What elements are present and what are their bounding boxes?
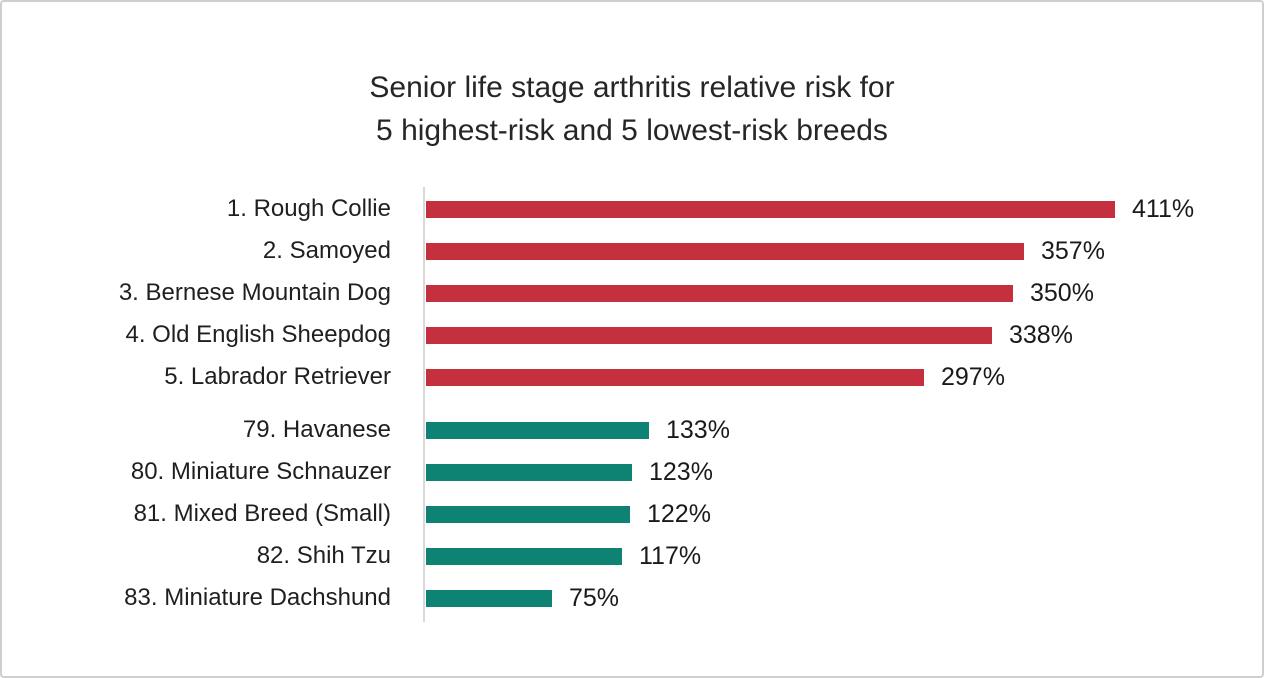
chart-title-line-2: 5 highest-risk and 5 lowest-risk breeds	[376, 114, 888, 147]
bar-area: 123%	[423, 458, 1262, 487]
bar-area: 133%	[423, 416, 1262, 445]
bar-area: 338%	[423, 321, 1262, 350]
value-label: 117%	[639, 541, 702, 570]
value-label: 75%	[569, 583, 620, 612]
bar-group-0: 1. Rough Collie 411% 2. Samoyed 357% 3. Bern…	[2, 188, 1262, 398]
category-label: 82. Shih Tzu	[256, 542, 391, 569]
bar	[426, 589, 552, 607]
bar-row: 79. Havanese 133%	[2, 409, 1262, 451]
category-label: 83. Miniature Dachshund	[124, 584, 391, 611]
category-label: 2. Samoyed	[262, 237, 391, 264]
bar-group-1: 79. Havanese 133% 80. Miniature Schnauzer 1…	[2, 409, 1262, 619]
bar-area: 117%	[423, 542, 1262, 571]
bar	[426, 368, 924, 386]
bar	[426, 284, 1013, 302]
bar-row: 5. Labrador Retriever 297%	[2, 356, 1262, 398]
bar-row: 80. Miniature Schnauzer 123%	[2, 451, 1262, 493]
category-label: 5. Labrador Retriever	[164, 363, 391, 390]
bar-area: 122%	[423, 500, 1262, 529]
bar-row: 4. Old English Sheepdog 338%	[2, 314, 1262, 356]
bar-area: 297%	[423, 363, 1262, 392]
bar	[426, 463, 632, 481]
value-label: 338%	[1009, 320, 1073, 349]
value-label: 411%	[1132, 194, 1195, 223]
bar-area: 357%	[423, 237, 1262, 266]
value-label: 357%	[1041, 236, 1105, 265]
y-axis-line	[423, 187, 425, 622]
value-label: 122%	[647, 499, 711, 528]
bar-row: 1. Rough Collie 411%	[2, 188, 1262, 230]
category-label: 80. Miniature Schnauzer	[130, 458, 391, 485]
bar-area: 411%	[423, 195, 1262, 224]
bar	[426, 200, 1115, 218]
bar	[426, 505, 630, 523]
bar-chart-plot: 1. Rough Collie 411% 2. Samoyed 357% 3. Bern…	[2, 187, 1262, 622]
value-label: 133%	[666, 415, 730, 444]
bar-row: 83. Miniature Dachshund 75%	[2, 577, 1262, 619]
bar	[426, 421, 649, 439]
category-label: 79. Havanese	[242, 416, 391, 443]
bar-rows-container: 1. Rough Collie 411% 2. Samoyed 357% 3. Bern…	[2, 188, 1262, 619]
chart-title: Senior life stage arthritis relative ris…	[2, 66, 1262, 152]
bar-row: 2. Samoyed 357%	[2, 230, 1262, 272]
value-label: 297%	[941, 362, 1005, 391]
chart-title-line-1: Senior life stage arthritis relative ris…	[369, 71, 895, 104]
bar-area: 350%	[423, 279, 1262, 308]
bar-row: 81. Mixed Breed (Small) 122%	[2, 493, 1262, 535]
category-label: 1. Rough Collie	[226, 195, 391, 222]
bar-area: 75%	[423, 584, 1262, 613]
category-label: 81. Mixed Breed (Small)	[133, 500, 391, 527]
category-label: 3. Bernese Mountain Dog	[118, 279, 391, 306]
category-label: 4. Old English Sheepdog	[125, 321, 391, 348]
bar	[426, 326, 992, 344]
bar-row: 82. Shih Tzu 117%	[2, 535, 1262, 577]
bar	[426, 242, 1024, 260]
bar-row: 3. Bernese Mountain Dog 350%	[2, 272, 1262, 314]
value-label: 350%	[1030, 278, 1094, 307]
bar	[426, 547, 622, 565]
value-label: 123%	[649, 457, 713, 486]
